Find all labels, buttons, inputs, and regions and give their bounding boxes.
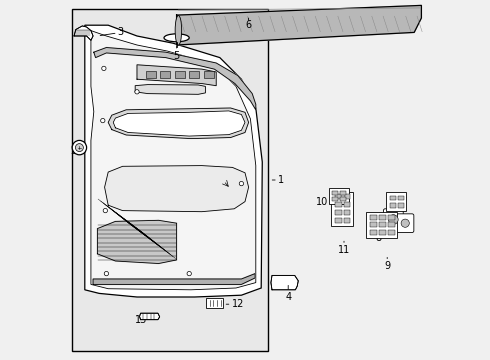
Polygon shape: [271, 275, 298, 290]
Text: 6: 6: [245, 18, 252, 30]
FancyBboxPatch shape: [367, 212, 397, 238]
Bar: [388, 222, 395, 227]
Circle shape: [102, 66, 106, 71]
Text: 9: 9: [384, 257, 390, 271]
Bar: [341, 197, 346, 201]
Polygon shape: [104, 166, 248, 212]
Polygon shape: [137, 65, 216, 86]
Text: 3: 3: [100, 27, 124, 37]
Text: 8: 8: [375, 230, 381, 243]
Polygon shape: [85, 25, 262, 297]
Bar: [341, 191, 346, 195]
Bar: [344, 210, 350, 215]
FancyBboxPatch shape: [396, 214, 414, 233]
Circle shape: [100, 118, 105, 123]
Circle shape: [401, 219, 409, 227]
FancyBboxPatch shape: [383, 209, 403, 230]
Text: 12: 12: [226, 299, 244, 309]
Bar: [333, 197, 338, 201]
Bar: [344, 218, 350, 223]
Bar: [390, 203, 396, 208]
Circle shape: [187, 271, 192, 276]
Bar: [335, 194, 342, 199]
Bar: [370, 230, 377, 235]
Circle shape: [72, 140, 87, 155]
Polygon shape: [108, 108, 248, 139]
Text: 2: 2: [70, 146, 79, 156]
Circle shape: [75, 144, 83, 152]
Bar: [335, 210, 342, 215]
Text: 1: 1: [272, 175, 284, 185]
Polygon shape: [140, 313, 160, 320]
Bar: [335, 218, 342, 223]
Bar: [398, 203, 404, 208]
FancyBboxPatch shape: [206, 298, 223, 308]
Polygon shape: [91, 31, 256, 290]
Circle shape: [389, 215, 398, 225]
Bar: [388, 230, 395, 235]
Bar: [344, 202, 350, 207]
Bar: [146, 71, 156, 78]
Bar: [379, 215, 386, 220]
Ellipse shape: [175, 15, 182, 45]
Polygon shape: [94, 48, 256, 110]
Bar: [379, 222, 386, 227]
Text: 11: 11: [338, 241, 350, 255]
Bar: [204, 71, 214, 78]
Text: 13: 13: [134, 315, 150, 325]
Bar: [189, 71, 199, 78]
Polygon shape: [135, 85, 205, 94]
Circle shape: [239, 181, 244, 186]
Polygon shape: [113, 111, 245, 136]
Bar: [175, 71, 185, 78]
Circle shape: [104, 271, 109, 276]
Polygon shape: [93, 274, 255, 284]
Circle shape: [103, 208, 107, 213]
Circle shape: [135, 90, 139, 94]
FancyBboxPatch shape: [331, 192, 353, 226]
Polygon shape: [98, 220, 176, 264]
Text: 7: 7: [395, 197, 407, 207]
Bar: [333, 191, 338, 195]
Bar: [344, 194, 350, 199]
Bar: [370, 222, 377, 227]
Bar: [335, 202, 342, 207]
Bar: [379, 230, 386, 235]
Bar: [398, 195, 404, 201]
Ellipse shape: [164, 34, 189, 42]
Polygon shape: [176, 5, 421, 45]
Text: 5: 5: [173, 46, 180, 61]
Text: 4: 4: [285, 285, 291, 302]
Bar: [388, 215, 395, 220]
Text: 10: 10: [316, 197, 332, 207]
FancyBboxPatch shape: [328, 188, 349, 204]
Bar: [370, 215, 377, 220]
Bar: [390, 195, 396, 201]
Bar: [160, 71, 171, 78]
Polygon shape: [74, 26, 93, 40]
Bar: [72, 9, 269, 351]
FancyBboxPatch shape: [386, 192, 406, 211]
